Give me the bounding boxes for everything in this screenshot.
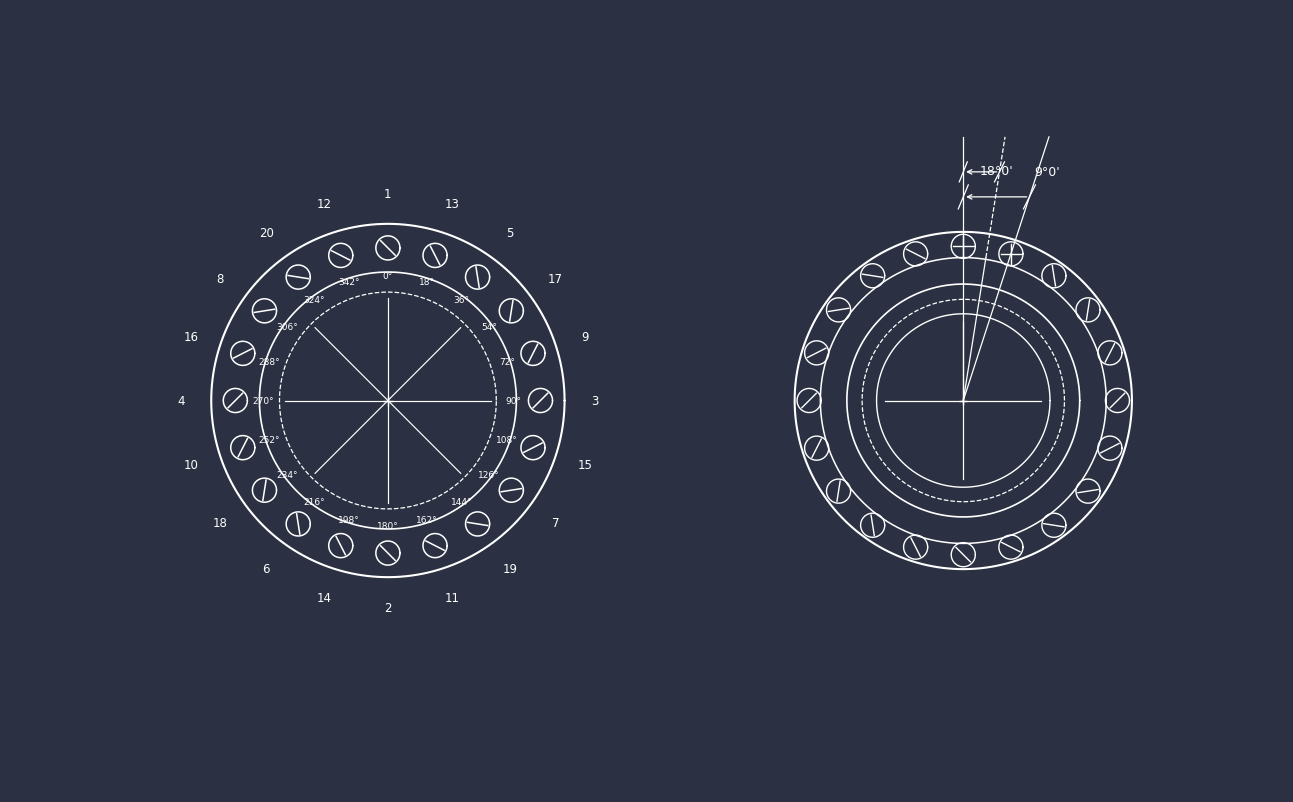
Text: 10: 10 bbox=[184, 459, 198, 472]
Text: 0°: 0° bbox=[383, 272, 393, 281]
Text: 162°: 162° bbox=[416, 516, 437, 525]
Text: 1: 1 bbox=[384, 188, 392, 200]
Text: 324°: 324° bbox=[304, 295, 325, 305]
Text: 12: 12 bbox=[317, 198, 331, 211]
Text: 18°: 18° bbox=[419, 277, 434, 286]
Text: 5: 5 bbox=[506, 227, 513, 240]
Text: 252°: 252° bbox=[259, 435, 279, 444]
Text: 18°0': 18°0' bbox=[980, 164, 1014, 178]
Text: 11: 11 bbox=[445, 591, 459, 604]
Text: 270°: 270° bbox=[252, 396, 274, 406]
Text: 3: 3 bbox=[591, 395, 599, 407]
Text: 2: 2 bbox=[384, 602, 392, 614]
Text: 126°: 126° bbox=[478, 470, 500, 479]
Text: 13: 13 bbox=[445, 198, 459, 211]
Text: 7: 7 bbox=[552, 516, 560, 529]
Text: 8: 8 bbox=[217, 273, 224, 286]
Text: 90°: 90° bbox=[506, 396, 521, 406]
Text: 6: 6 bbox=[262, 562, 270, 575]
Text: 9°0': 9°0' bbox=[1034, 166, 1060, 179]
Text: 19: 19 bbox=[502, 562, 517, 575]
Text: 144°: 144° bbox=[451, 497, 472, 507]
Text: 14: 14 bbox=[317, 591, 331, 604]
Text: 234°: 234° bbox=[275, 470, 297, 479]
Text: 9: 9 bbox=[581, 330, 588, 343]
Text: 17: 17 bbox=[548, 273, 562, 286]
Text: 288°: 288° bbox=[259, 358, 279, 367]
Text: 108°: 108° bbox=[497, 435, 517, 444]
Text: 15: 15 bbox=[578, 459, 592, 472]
Text: 16: 16 bbox=[184, 330, 198, 343]
Text: 4: 4 bbox=[177, 395, 185, 407]
Text: 180°: 180° bbox=[378, 521, 398, 530]
Text: 198°: 198° bbox=[339, 516, 361, 525]
Text: 20: 20 bbox=[259, 227, 274, 240]
Text: 54°: 54° bbox=[481, 323, 497, 332]
Text: 36°: 36° bbox=[454, 295, 469, 305]
Text: 306°: 306° bbox=[275, 323, 297, 332]
Text: 342°: 342° bbox=[339, 277, 359, 286]
Text: 216°: 216° bbox=[304, 497, 325, 507]
Text: 18: 18 bbox=[213, 516, 228, 529]
Text: 72°: 72° bbox=[499, 358, 515, 367]
